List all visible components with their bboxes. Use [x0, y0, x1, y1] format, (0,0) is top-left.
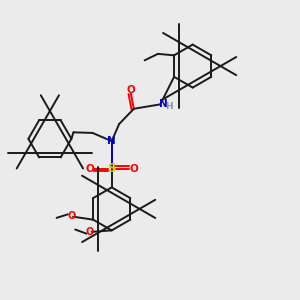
- Text: O: O: [86, 227, 94, 237]
- Text: O: O: [127, 85, 135, 95]
- Text: H: H: [165, 102, 173, 111]
- Text: O: O: [129, 164, 138, 173]
- Text: O: O: [85, 164, 94, 173]
- Text: N: N: [160, 99, 168, 110]
- Text: O: O: [67, 211, 75, 220]
- Text: N: N: [107, 136, 116, 146]
- Text: S: S: [107, 162, 116, 175]
